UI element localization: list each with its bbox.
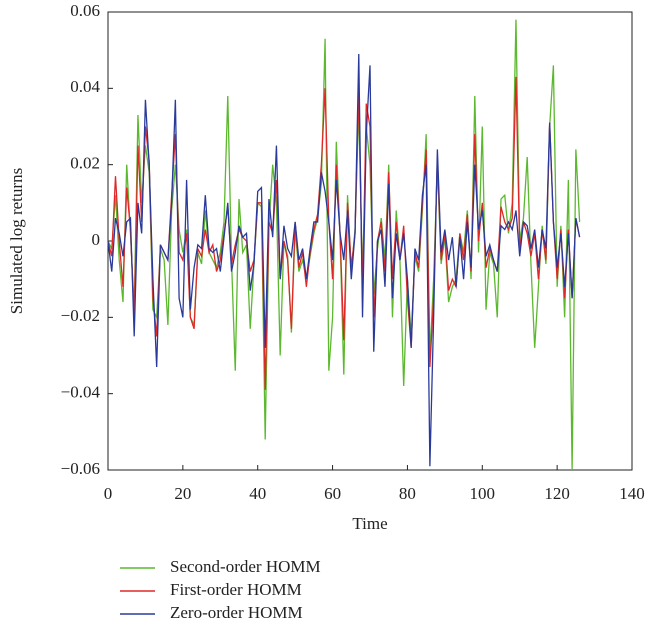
y-tick-label: −0.06 <box>61 459 100 478</box>
y-axis-label: Simulated log returns <box>7 168 26 314</box>
y-tick-label: 0.06 <box>70 1 100 20</box>
x-axis-label: Time <box>352 514 387 533</box>
x-tick-label: 100 <box>470 484 496 503</box>
series-line <box>107 53 581 467</box>
y-tick-label: 0 <box>92 230 101 249</box>
y-tick-label: 0.02 <box>70 154 100 173</box>
x-tick-label: 40 <box>249 484 266 503</box>
x-tick-label: 60 <box>324 484 341 503</box>
x-tick-label: 80 <box>399 484 416 503</box>
y-tick-label: −0.04 <box>61 383 101 402</box>
x-tick-label: 120 <box>544 484 570 503</box>
x-tick-label: 0 <box>104 484 113 503</box>
series-line <box>107 19 581 471</box>
legend-label: Zero-order HOMM <box>170 603 303 622</box>
legend-label: First-order HOMM <box>170 580 302 599</box>
y-tick-label: −0.02 <box>61 306 100 325</box>
y-tick-label: 0.04 <box>70 77 100 96</box>
x-tick-label: 20 <box>174 484 191 503</box>
legend-label: Second-order HOMM <box>170 557 321 576</box>
series-line <box>107 76 581 390</box>
x-tick-label: 140 <box>619 484 645 503</box>
